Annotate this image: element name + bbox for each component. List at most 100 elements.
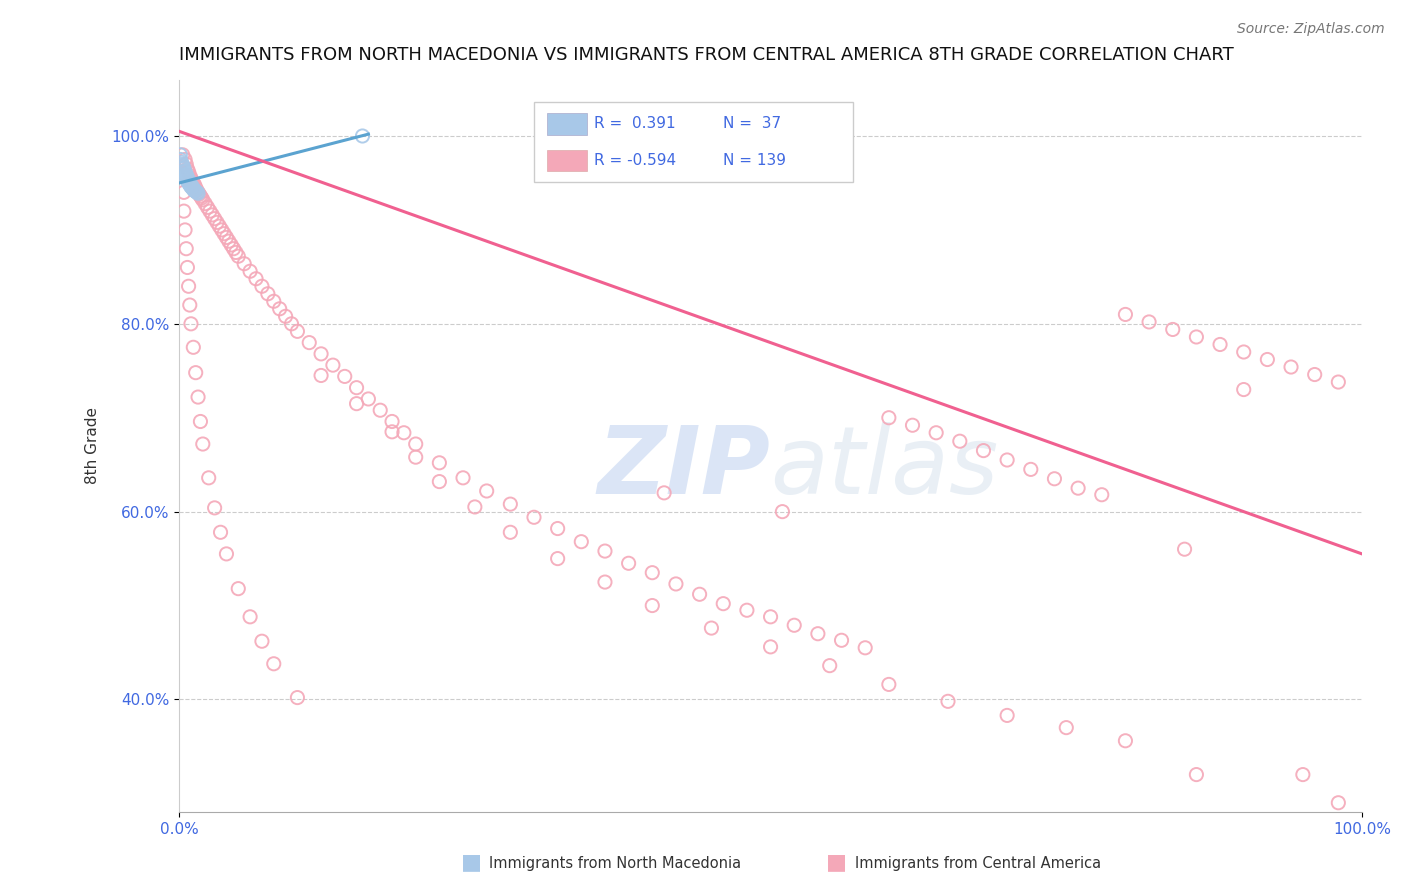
Point — [853, 640, 876, 655]
Point — [1043, 472, 1066, 486]
Point — [689, 587, 711, 601]
Point — [949, 434, 972, 449]
Point — [208, 219, 231, 234]
Point — [368, 403, 391, 417]
Point — [169, 153, 191, 167]
Point — [211, 223, 233, 237]
Point — [1114, 733, 1136, 747]
Point — [172, 161, 194, 176]
Point — [183, 176, 205, 190]
Point — [215, 230, 238, 244]
Text: ZIP: ZIP — [598, 422, 770, 514]
Point — [274, 310, 297, 324]
Point — [181, 180, 204, 194]
Point — [183, 182, 205, 196]
Text: ■: ■ — [827, 853, 846, 872]
Point — [759, 640, 782, 654]
Point — [176, 260, 198, 275]
Point — [184, 180, 207, 194]
Point — [179, 169, 201, 183]
Point — [569, 534, 592, 549]
Point — [190, 415, 212, 429]
Point — [700, 621, 723, 635]
Point — [263, 294, 285, 309]
Point — [174, 167, 197, 181]
Point — [222, 242, 245, 256]
Point — [197, 200, 219, 214]
Point — [735, 603, 758, 617]
Point — [523, 510, 546, 524]
Point — [1091, 488, 1114, 502]
Point — [1233, 383, 1256, 397]
Point — [183, 340, 205, 354]
Point — [204, 500, 226, 515]
Point — [499, 525, 522, 540]
Point — [427, 475, 450, 489]
Point — [1019, 462, 1042, 476]
Point — [1256, 352, 1278, 367]
Point — [1327, 796, 1350, 810]
Point — [239, 264, 262, 278]
Point — [333, 369, 356, 384]
Point — [183, 181, 205, 195]
Point — [287, 690, 309, 705]
Text: ■: ■ — [461, 853, 481, 872]
Point — [1185, 330, 1208, 344]
Point — [1054, 721, 1077, 735]
Point — [245, 271, 267, 285]
Point — [759, 609, 782, 624]
Point — [346, 397, 368, 411]
Point — [170, 157, 193, 171]
Point — [190, 191, 212, 205]
Point — [239, 609, 262, 624]
Point — [187, 186, 209, 200]
Point — [617, 556, 640, 570]
Point — [1067, 481, 1090, 495]
Point — [198, 204, 221, 219]
Point — [179, 298, 201, 312]
Point — [174, 223, 197, 237]
Text: N = 139: N = 139 — [723, 153, 786, 168]
Point — [269, 301, 291, 316]
Point — [665, 577, 688, 591]
Point — [972, 443, 994, 458]
Point — [201, 208, 224, 222]
Point — [298, 335, 321, 350]
Point — [711, 597, 734, 611]
Point — [173, 163, 195, 178]
Point — [1209, 337, 1232, 351]
Point — [225, 245, 247, 260]
Text: IMMIGRANTS FROM NORTH MACEDONIA VS IMMIGRANTS FROM CENTRAL AMERICA 8TH GRADE COR: IMMIGRANTS FROM NORTH MACEDONIA VS IMMIG… — [179, 46, 1234, 64]
Point — [176, 174, 198, 188]
Point — [1303, 368, 1326, 382]
Point — [641, 566, 664, 580]
Point — [204, 211, 226, 226]
Point — [652, 486, 675, 500]
FancyBboxPatch shape — [547, 150, 588, 171]
Point — [183, 178, 205, 192]
Point — [177, 173, 200, 187]
Point — [174, 157, 197, 171]
Point — [219, 238, 242, 252]
Y-axis label: 8th Grade: 8th Grade — [86, 408, 100, 484]
Point — [174, 242, 197, 256]
Text: R = -0.594: R = -0.594 — [595, 153, 676, 168]
Point — [322, 358, 344, 372]
Point — [180, 171, 202, 186]
Text: N =  37: N = 37 — [723, 116, 782, 131]
Point — [995, 453, 1018, 467]
Point — [174, 153, 197, 167]
Point — [209, 525, 232, 540]
Point — [381, 415, 404, 429]
Point — [191, 193, 214, 207]
Point — [352, 128, 374, 143]
Point — [172, 148, 194, 162]
Point — [547, 551, 569, 566]
Point — [169, 148, 191, 162]
Point — [783, 618, 806, 632]
Text: R =  0.391: R = 0.391 — [595, 116, 676, 131]
Point — [770, 505, 793, 519]
Point — [818, 658, 841, 673]
Point — [287, 324, 309, 338]
Point — [464, 500, 486, 514]
